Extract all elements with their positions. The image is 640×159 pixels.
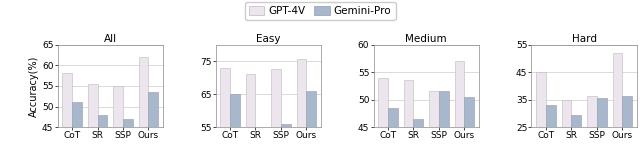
Bar <box>113 86 123 159</box>
Title: Hard: Hard <box>572 34 596 44</box>
Bar <box>536 72 546 159</box>
Bar <box>572 115 581 159</box>
Bar <box>597 98 607 159</box>
Bar <box>622 96 632 159</box>
Bar <box>62 73 72 159</box>
Bar <box>439 91 449 159</box>
Bar <box>413 119 423 159</box>
Title: Medium: Medium <box>405 34 447 44</box>
Bar <box>271 69 281 159</box>
Y-axis label: Accuracy(%): Accuracy(%) <box>29 55 39 117</box>
Bar <box>465 97 474 159</box>
Bar <box>255 145 265 159</box>
Bar <box>454 61 465 159</box>
Bar <box>220 68 230 159</box>
Legend: GPT-4V, Gemini-Pro: GPT-4V, Gemini-Pro <box>244 2 396 20</box>
Bar <box>123 119 132 159</box>
Bar <box>148 92 158 159</box>
Bar <box>297 59 307 159</box>
Bar <box>588 96 597 159</box>
Bar <box>72 102 82 159</box>
Bar <box>404 80 413 159</box>
Title: All: All <box>104 34 117 44</box>
Bar <box>307 91 316 159</box>
Bar <box>230 94 240 159</box>
Bar <box>139 57 148 159</box>
Bar <box>429 91 439 159</box>
Bar <box>562 100 572 159</box>
Title: Easy: Easy <box>256 34 280 44</box>
Bar <box>246 74 255 159</box>
Bar <box>281 124 291 159</box>
Bar <box>388 108 397 159</box>
Bar <box>97 115 107 159</box>
Bar <box>88 84 97 159</box>
Bar <box>378 78 388 159</box>
Bar <box>612 53 622 159</box>
Bar <box>546 105 556 159</box>
